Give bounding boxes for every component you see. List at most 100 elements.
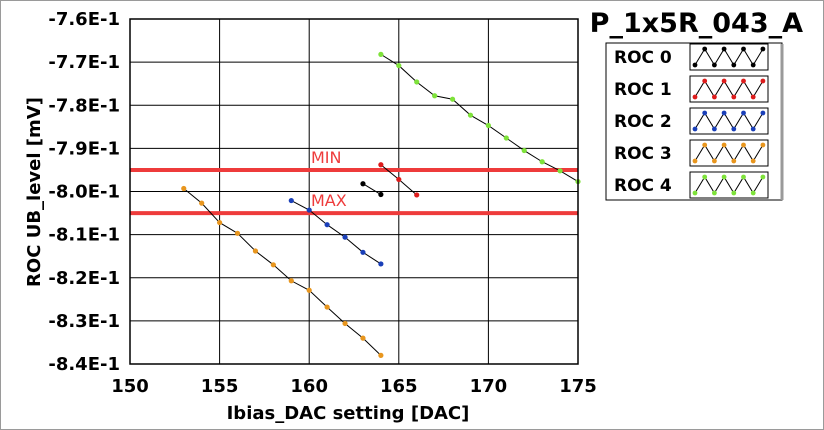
y-tick-labels: -7.6E-1 -7.7E-1 -7.8E-1 -7.9E-1 -8.0E-1 -8.1E… bbox=[48, 9, 120, 375]
chart-title: P_1x5R_043_A bbox=[590, 8, 803, 39]
y-tick-label: -7.9E-1 bbox=[48, 138, 120, 159]
y-tick-label: -7.7E-1 bbox=[48, 52, 120, 73]
y-tick-label: -8.0E-1 bbox=[48, 182, 120, 203]
data-point bbox=[414, 192, 420, 198]
legend-swatch-marker bbox=[721, 46, 727, 52]
legend-entry-3: ROC 3 bbox=[614, 139, 769, 167]
data-point bbox=[270, 262, 276, 268]
series-1 bbox=[378, 162, 420, 198]
legend-swatch-marker bbox=[712, 190, 717, 196]
data-point bbox=[432, 93, 438, 99]
legend-swatch-marker bbox=[741, 110, 746, 116]
reference-lines: MIN MAX bbox=[130, 148, 578, 216]
data-point bbox=[306, 207, 312, 213]
data-point bbox=[485, 122, 491, 129]
series-3 bbox=[181, 185, 384, 358]
ref-label-max: MAX bbox=[311, 191, 347, 210]
data-point bbox=[181, 185, 187, 192]
y-tick-label: -7.8E-1 bbox=[48, 95, 120, 116]
data-point bbox=[449, 96, 456, 102]
data-point bbox=[396, 62, 402, 69]
data-point bbox=[378, 191, 384, 198]
y-tick-label: -8.1E-1 bbox=[48, 225, 120, 246]
legend-swatch-marker bbox=[731, 190, 737, 196]
legend-entry-4: ROC 4 bbox=[614, 171, 769, 199]
legend-swatch-marker bbox=[760, 142, 766, 148]
legend-swatch-marker bbox=[760, 46, 766, 52]
legend-swatch-marker bbox=[721, 174, 727, 180]
legend-swatch-marker bbox=[731, 62, 737, 68]
data-point bbox=[467, 112, 474, 118]
series-line bbox=[362, 183, 382, 195]
data-point bbox=[324, 304, 330, 310]
legend: ROC 0 ROC 1 ROC 2 ROC 3 ROC 4 bbox=[605, 42, 784, 201]
data-point bbox=[360, 335, 366, 341]
legend-swatch-line bbox=[694, 112, 764, 130]
legend-swatch-marker bbox=[712, 158, 717, 164]
data-point bbox=[360, 249, 366, 255]
data-point bbox=[378, 261, 384, 267]
legend-swatch-marker bbox=[750, 62, 756, 68]
data-point bbox=[557, 168, 563, 174]
legend-swatch-marker bbox=[760, 174, 766, 180]
legend-swatch-marker bbox=[692, 94, 698, 100]
x-tick-labels: 150 155 160 165 170 175 bbox=[111, 376, 597, 397]
legend-swatch-marker bbox=[741, 174, 746, 180]
grid bbox=[129, 18, 579, 365]
x-tick-label: 150 bbox=[111, 376, 149, 397]
legend-swatch-marker bbox=[750, 190, 756, 196]
data-point bbox=[252, 248, 259, 254]
series-4 bbox=[378, 51, 581, 185]
data-point bbox=[234, 230, 241, 236]
legend-swatch-marker bbox=[702, 174, 708, 180]
legend-swatch-marker bbox=[741, 142, 746, 148]
series-layer bbox=[181, 51, 581, 358]
ref-label-min: MIN bbox=[311, 148, 342, 167]
data-point bbox=[288, 278, 294, 284]
legend-swatch-marker bbox=[750, 94, 756, 100]
y-tick-label: -8.2E-1 bbox=[48, 268, 120, 289]
x-axis-title: Ibias_DAC setting [DAC] bbox=[227, 403, 470, 424]
legend-label: ROC 3 bbox=[614, 144, 672, 164]
series-line bbox=[380, 53, 579, 183]
legend-swatch-marker bbox=[692, 158, 698, 164]
y-tick-label: -8.4E-1 bbox=[48, 354, 120, 375]
legend-swatch-line bbox=[694, 176, 764, 194]
data-point bbox=[342, 234, 348, 240]
data-point bbox=[199, 200, 205, 206]
series-2 bbox=[288, 197, 384, 267]
data-point bbox=[378, 352, 384, 358]
legend-swatch-marker bbox=[731, 158, 737, 164]
y-axis-title: ROC UB_level [mV] bbox=[24, 97, 45, 287]
legend-swatch-marker bbox=[692, 62, 698, 68]
plot-area-border bbox=[129, 18, 579, 365]
legend-swatch-marker bbox=[721, 142, 727, 148]
x-tick-label: 175 bbox=[559, 376, 597, 397]
legend-swatch-marker bbox=[760, 78, 766, 84]
legend-swatch-marker bbox=[750, 158, 756, 164]
data-point bbox=[378, 162, 384, 168]
x-tick-label: 170 bbox=[470, 376, 508, 397]
legend-label: ROC 4 bbox=[614, 176, 672, 196]
legend-swatch-marker bbox=[712, 62, 717, 68]
legend-swatch-marker bbox=[692, 126, 698, 132]
data-point bbox=[342, 320, 348, 327]
legend-swatch-marker bbox=[731, 94, 737, 100]
data-point bbox=[360, 181, 366, 187]
data-point bbox=[396, 176, 402, 183]
legend-entry-0: ROC 0 bbox=[614, 43, 769, 71]
legend-swatch-line bbox=[694, 80, 764, 98]
series-line bbox=[183, 188, 382, 356]
legend-entry-2: ROC 2 bbox=[614, 107, 769, 135]
legend-swatch-marker bbox=[721, 78, 727, 84]
data-point bbox=[324, 222, 330, 228]
legend-swatch-marker bbox=[702, 142, 708, 148]
series-0 bbox=[360, 181, 384, 198]
legend-swatch-marker bbox=[702, 78, 708, 84]
legend-swatch-marker bbox=[750, 126, 756, 132]
data-point bbox=[217, 219, 223, 226]
legend-swatch-marker bbox=[741, 78, 746, 84]
data-point bbox=[503, 135, 509, 141]
legend-label: ROC 1 bbox=[614, 80, 672, 100]
